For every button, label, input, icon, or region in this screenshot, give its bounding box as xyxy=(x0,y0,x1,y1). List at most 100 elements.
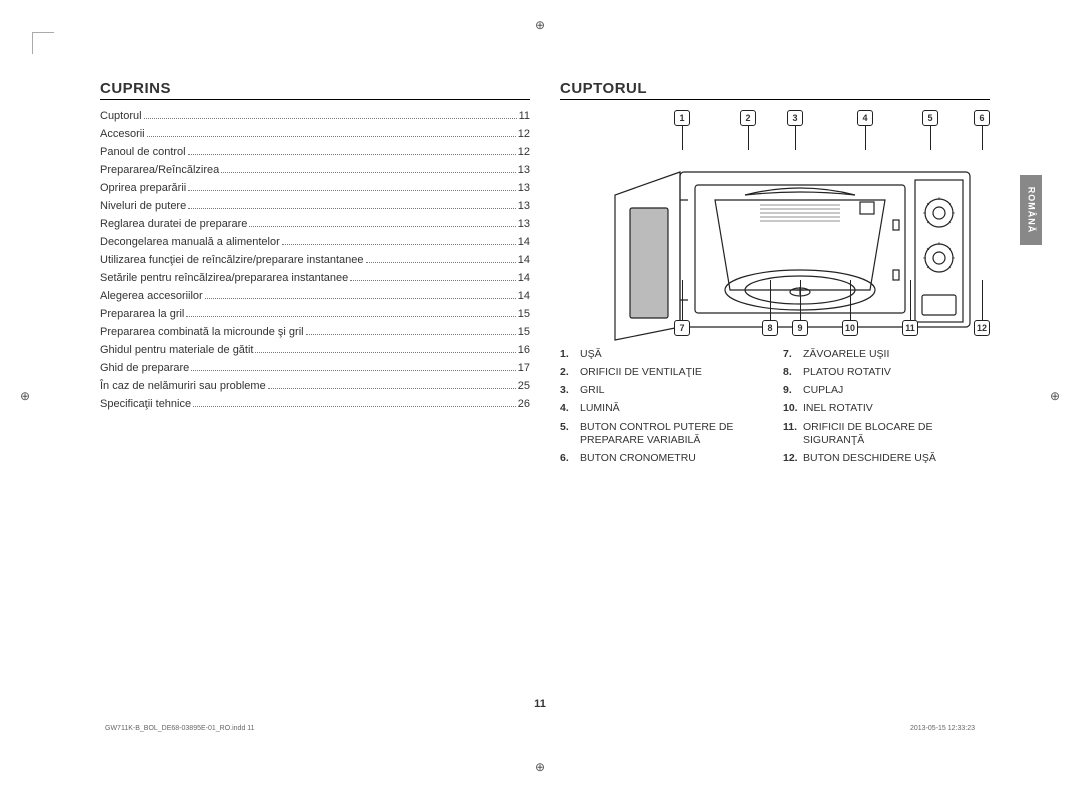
toc-leader-dots xyxy=(191,370,515,371)
toc-page: 26 xyxy=(518,398,530,410)
toc-row: Cuptorul 11 xyxy=(100,110,530,122)
toc-page: 15 xyxy=(518,326,530,338)
callout-leader xyxy=(795,126,796,150)
legend-row: 11.ORIFICII DE BLOCARE DE SIGURANŢĂ xyxy=(783,421,990,447)
toc-label: Ghid de preparare xyxy=(100,362,189,374)
toc-label: Utilizarea funcţiei de reîncălzire/prepa… xyxy=(100,254,364,266)
legend-num: 12. xyxy=(783,452,803,465)
toc-label: Cuptorul xyxy=(100,110,142,122)
toc-leader-dots xyxy=(282,244,516,245)
toc-row: Ghidul pentru materiale de gătit16 xyxy=(100,344,530,356)
callout-9: 9 xyxy=(792,320,808,336)
toc-page: 13 xyxy=(518,200,530,212)
callout-3: 3 xyxy=(787,110,803,126)
toc-label: Niveluri de putere xyxy=(100,200,186,212)
legend-row: 9.CUPLAJ xyxy=(783,384,990,397)
legend-num: 10. xyxy=(783,402,803,415)
toc-label: Prepararea la gril xyxy=(100,308,184,320)
legend-num: 4. xyxy=(560,402,580,415)
legend-row: 4.LUMINĂ xyxy=(560,402,767,415)
legend-row: 10.INEL ROTATIV xyxy=(783,402,990,415)
legend-row: 12.BUTON DESCHIDERE UŞĂ xyxy=(783,452,990,465)
toc-page: 14 xyxy=(518,236,530,248)
toc-leader-dots xyxy=(350,280,515,281)
toc-label: Decongelarea manuală a alimentelor xyxy=(100,236,280,248)
callout-leader xyxy=(910,280,911,320)
language-tab-label: ROMÂNĂ xyxy=(1026,187,1036,234)
toc-leader-dots xyxy=(188,154,516,155)
toc-leader-dots xyxy=(205,298,516,299)
toc-row: Accesorii12 xyxy=(100,128,530,140)
toc-label: Alegerea accesoriilor xyxy=(100,290,203,302)
callout-10: 10 xyxy=(842,320,858,336)
toc-leader-dots xyxy=(188,190,516,191)
callout-5: 5 xyxy=(922,110,938,126)
callout-leader xyxy=(850,280,851,320)
legend-text: GRIL xyxy=(580,384,767,397)
language-tab: ROMÂNĂ xyxy=(1020,175,1042,245)
toc-leader-dots xyxy=(193,406,516,407)
callout-leader xyxy=(865,126,866,150)
page-number: 11 xyxy=(534,698,546,710)
legend-row: 3.GRIL xyxy=(560,384,767,397)
toc-row: Prepararea la gril 15 xyxy=(100,308,530,320)
callout-11: 11 xyxy=(902,320,918,336)
toc-label: Specificaţii tehnice xyxy=(100,398,191,410)
legend-text: BUTON DESCHIDERE UŞĂ xyxy=(803,452,990,465)
toc-row: Setările pentru reîncălzirea/prepararea … xyxy=(100,272,530,284)
toc-label: Prepararea/Reîncălzirea xyxy=(100,164,219,176)
toc-row: Reglarea duratei de preparare13 xyxy=(100,218,530,230)
crop-mark-right: ⊕ xyxy=(1050,389,1060,403)
toc-label: Oprirea preparării xyxy=(100,182,186,194)
toc-page: 11 xyxy=(519,110,530,122)
legend-text: CUPLAJ xyxy=(803,384,990,397)
callout-6: 6 xyxy=(974,110,990,126)
toc-row: Panoul de control 12 xyxy=(100,146,530,158)
crop-mark-left: ⊕ xyxy=(20,389,30,403)
callout-leader xyxy=(682,280,683,320)
legend-text: LUMINĂ xyxy=(580,402,767,415)
legend-num: 5. xyxy=(560,421,580,447)
toc-row: Prepararea/Reîncălzirea13 xyxy=(100,164,530,176)
footer-timestamp: 2013-05-15 12:33:23 xyxy=(910,725,975,732)
toc-page: 13 xyxy=(518,218,530,230)
legend-num: 9. xyxy=(783,384,803,397)
toc-leader-dots xyxy=(144,118,517,119)
toc-row: Decongelarea manuală a alimentelor 14 xyxy=(100,236,530,248)
legend-num: 3. xyxy=(560,384,580,397)
toc-label: Panoul de control xyxy=(100,146,186,158)
callout-7: 7 xyxy=(674,320,690,336)
toc-label: Setările pentru reîncălzirea/prepararea … xyxy=(100,272,348,284)
diagram-title: CUPTORUL xyxy=(560,80,990,100)
footer-filename: GW711K-B_BOL_DE68-03895E-01_RO.indd 11 xyxy=(105,725,255,732)
toc-row: Specificaţii tehnice 26 xyxy=(100,398,530,410)
callout-leader xyxy=(748,126,749,150)
callout-leader xyxy=(800,280,801,320)
toc-leader-dots xyxy=(306,334,516,335)
toc-row: În caz de nelămuriri sau probleme 25 xyxy=(100,380,530,392)
toc-leader-dots xyxy=(188,208,516,209)
toc-label: Accesorii xyxy=(100,128,145,140)
toc-label: În caz de nelămuriri sau probleme xyxy=(100,380,266,392)
microwave-diagram: 123456789101112 xyxy=(560,110,990,340)
callout-leader xyxy=(982,280,983,320)
toc-row: Utilizarea funcţiei de reîncălzire/prepa… xyxy=(100,254,530,266)
toc-row: Oprirea preparării 13 xyxy=(100,182,530,194)
legend-text: BUTON CONTROL PUTERE DE PREPARARE VARIAB… xyxy=(580,421,767,447)
callout-leader xyxy=(682,126,683,150)
toc-column: CUPRINS Cuptorul11Accesorii12Panoul de c… xyxy=(100,80,530,470)
toc-label: Ghidul pentru materiale de gătit xyxy=(100,344,253,356)
corner-mark xyxy=(32,32,33,54)
callout-2: 2 xyxy=(740,110,756,126)
toc-list: Cuptorul 11 Accesorii12 Panoul de control 12… xyxy=(100,110,530,410)
toc-page: 25 xyxy=(518,380,530,392)
callout-leader xyxy=(770,280,771,320)
toc-page: 15 xyxy=(518,308,530,320)
toc-leader-dots xyxy=(186,316,515,317)
toc-page: 17 xyxy=(518,362,530,374)
callout-4: 4 xyxy=(857,110,873,126)
toc-page: 12 xyxy=(518,146,530,158)
toc-page: 13 xyxy=(518,182,530,194)
toc-label: Prepararea combinată la microunde şi gri… xyxy=(100,326,304,338)
toc-page: 14 xyxy=(518,254,530,266)
